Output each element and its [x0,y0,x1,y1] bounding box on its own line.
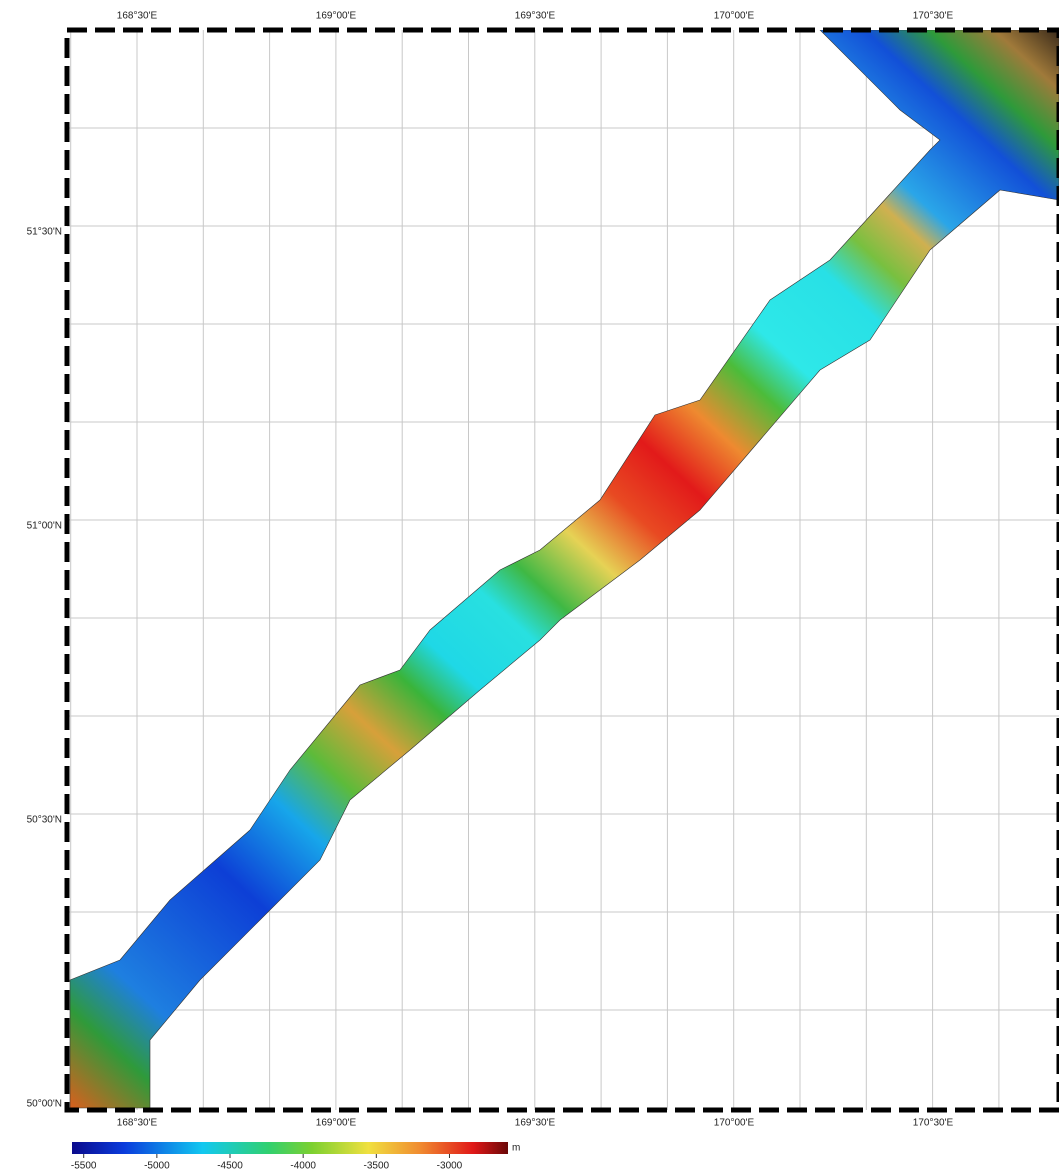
lon-label: 169°30'E [515,11,556,22]
colorbar-tick-label: -4500 [217,1161,243,1172]
lon-label: 168°30'E [117,1118,158,1129]
lat-label: 51°30'N [27,227,62,238]
lon-label: 170°30'E [913,1118,954,1129]
lat-label: 51°00'N [27,521,62,532]
lon-label: 170°00'E [714,11,755,22]
colorbar [72,1142,508,1154]
lon-label: 170°00'E [714,1118,755,1129]
colorbar-tick-label: -5500 [71,1161,97,1172]
colorbar-tick-label: -5000 [144,1161,170,1172]
lon-label: 168°30'E [117,11,158,22]
bathymetry-map: m 168°30'E 168°30'E 169°00'E 169°00'E 169°30… [0,0,1059,1176]
colorbar-unit: m [512,1143,520,1154]
lat-label: 50°30'N [27,815,62,826]
lat-label: 50°00'N [27,1099,62,1110]
colorbar-tick-label: -3500 [364,1161,390,1172]
lon-label: 170°30'E [913,11,954,22]
survey-swath [70,30,1059,1108]
lon-label: 169°00'E [316,1118,357,1129]
colorbar-tick-label: -3000 [437,1161,463,1172]
lon-label: 169°00'E [316,11,357,22]
lon-label: 169°30'E [515,1118,556,1129]
colorbar-tick-label: -4000 [290,1161,316,1172]
